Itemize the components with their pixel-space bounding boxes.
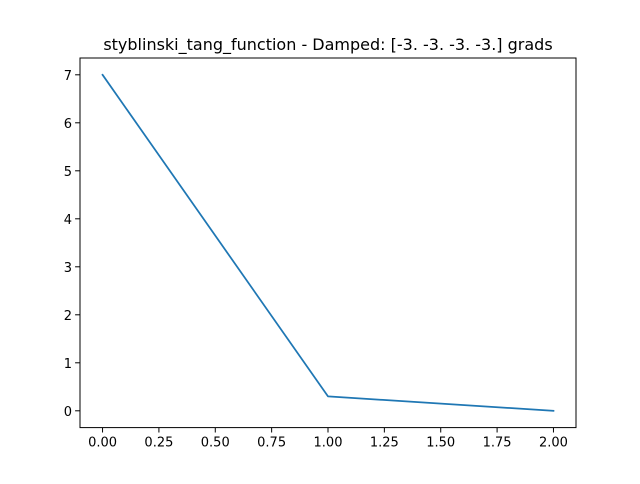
y-tick-label: 6 bbox=[64, 117, 72, 132]
x-tick-label: 0.25 bbox=[144, 436, 173, 451]
y-tick-label: 5 bbox=[64, 165, 72, 180]
y-tick-label: 7 bbox=[64, 69, 72, 84]
y-tick-label: 2 bbox=[64, 309, 72, 324]
x-tick-label: 0.00 bbox=[88, 436, 117, 451]
x-tick-label: 2.00 bbox=[539, 436, 568, 451]
x-axis-ticks: 0.00 0.25 0.50 0.75 1.00 1.25 1.50 1.75 2.00 bbox=[88, 427, 568, 451]
plot-area-frame bbox=[79, 57, 577, 429]
y-axis-ticks: 0 1 2 3 4 5 6 7 bbox=[64, 69, 80, 420]
x-tick-label: 1.00 bbox=[314, 436, 343, 451]
chart-title: styblinski_tang_function - Damped: [-3. … bbox=[103, 35, 552, 55]
y-tick-label: 4 bbox=[64, 213, 72, 228]
x-tick-label: 0.50 bbox=[201, 436, 230, 451]
x-tick-label: 0.75 bbox=[257, 436, 286, 451]
x-tick-label: 1.75 bbox=[483, 436, 512, 451]
x-tick-label: 1.25 bbox=[370, 436, 399, 451]
series-line bbox=[101, 73, 555, 412]
x-tick-label: 1.50 bbox=[426, 436, 455, 451]
y-tick-label: 3 bbox=[64, 261, 72, 276]
y-tick-label: 1 bbox=[64, 357, 72, 372]
y-tick-label: 0 bbox=[64, 405, 72, 420]
series-layer bbox=[101, 73, 555, 412]
